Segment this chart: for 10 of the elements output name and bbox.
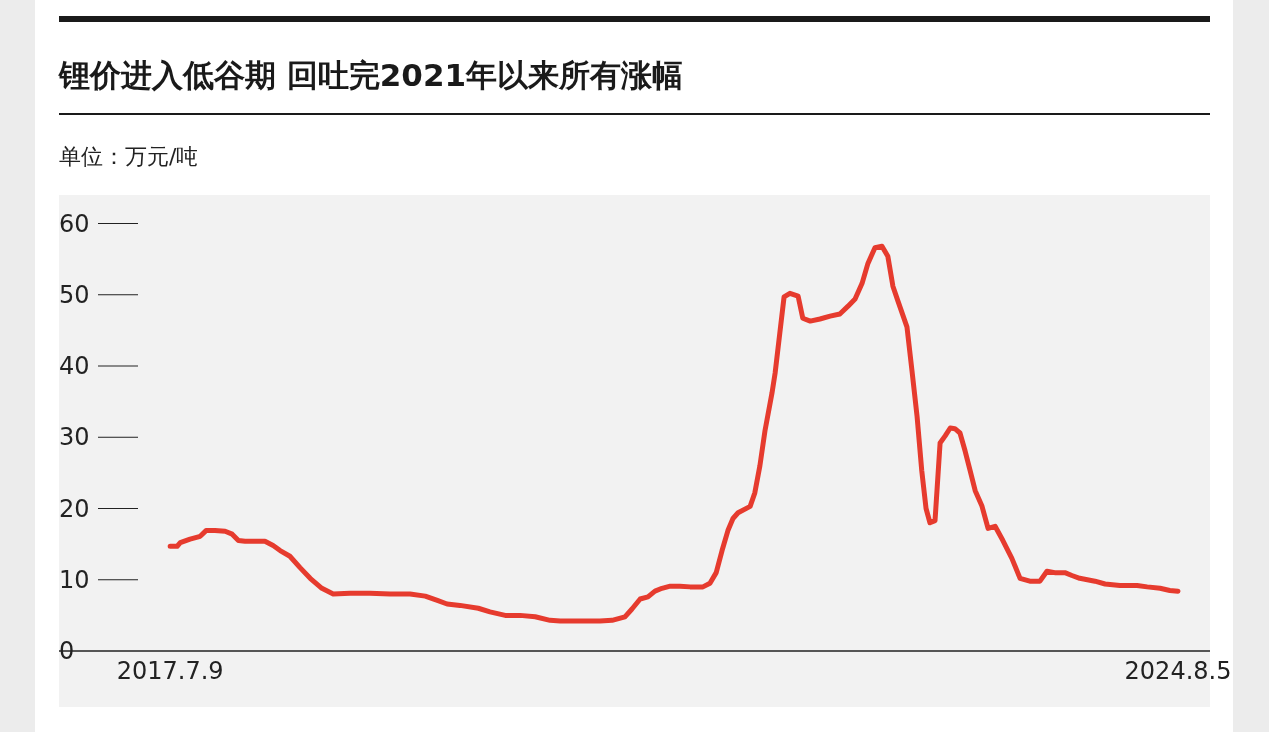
- y-tick-label: 60: [59, 209, 90, 238]
- y-tick-label: 40: [59, 352, 90, 381]
- x-tick-label: 2024.8.5: [1124, 657, 1232, 685]
- chart-title: 锂价进入低谷期 回吐完2021年以来所有涨幅: [58, 57, 684, 93]
- y-tick-label: 10: [59, 565, 90, 594]
- chart-subtitle: 单位：万元/吨: [59, 144, 199, 169]
- y-tick-label: 30: [59, 423, 90, 452]
- y-tick-label: 50: [59, 280, 90, 309]
- x-tick-label: 2017.7.9: [116, 657, 224, 685]
- y-tick-label: 20: [59, 494, 90, 523]
